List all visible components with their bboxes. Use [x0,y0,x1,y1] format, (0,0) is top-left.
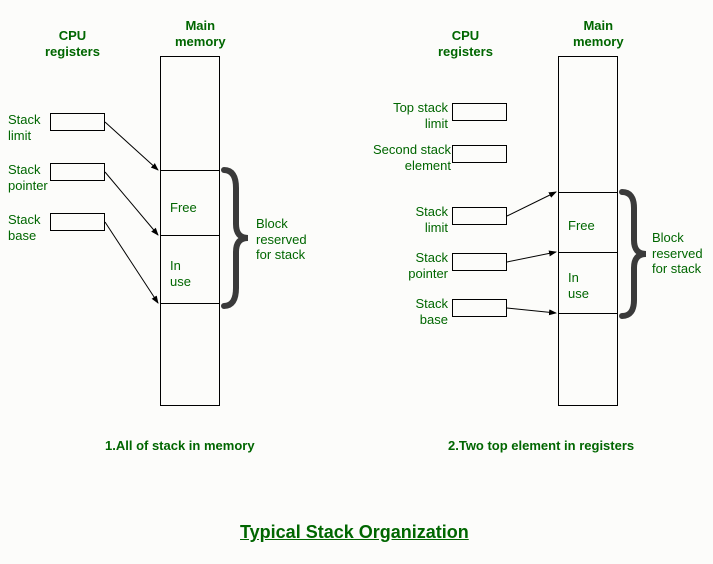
p1-caption: 1.All of stack in memory [105,438,255,454]
p2-brace [620,190,656,318]
p2-caption: 2.Two top element in registers [448,438,634,454]
diagram-title: Typical Stack Organization [240,522,469,543]
p2-brace-label: Block reserved for stack [652,230,703,277]
p2-arrows [0,0,713,410]
